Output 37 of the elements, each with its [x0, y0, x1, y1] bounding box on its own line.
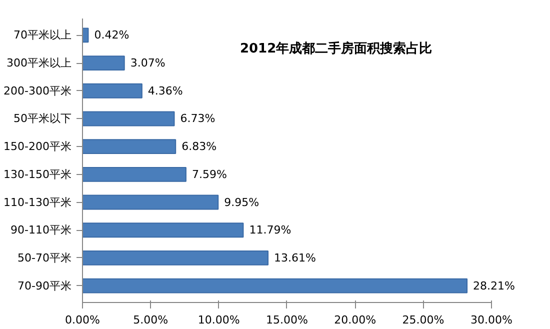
bar [82, 166, 186, 182]
x-tick-label: 15.00% [266, 314, 308, 326]
y-tick-label: 70-90平米 [18, 279, 72, 292]
y-tick-label: 130-150平米 [4, 168, 72, 181]
x-tick-label: 10.00% [198, 314, 240, 326]
data-label: 11.79% [249, 224, 292, 237]
data-label: 28.21% [473, 279, 515, 292]
data-label: 7.59% [192, 168, 227, 181]
bar [82, 278, 468, 294]
bar [82, 222, 244, 238]
data-label: 4.36% [148, 84, 183, 98]
data-label: 9.95% [224, 196, 260, 209]
bar [82, 111, 175, 126]
y-tick-label: 110-130平米 [4, 196, 72, 209]
data-label: 13.61% [274, 251, 316, 264]
bar [82, 83, 142, 98]
y-tick-label: 200-300平米 [4, 84, 72, 98]
x-tick-label: 5.00% [133, 314, 168, 326]
data-label: 6.73% [180, 112, 216, 126]
bar [82, 194, 219, 210]
y-tick-label: 300平米以上 [6, 56, 72, 70]
y-tick-label: 90-110平米 [10, 224, 72, 237]
y-tick-label: 50-70平米 [18, 251, 72, 264]
x-tick-label: 30.00% [470, 314, 512, 326]
data-label: 0.42% [94, 28, 130, 42]
x-tick-label: 20.00% [334, 314, 376, 326]
y-tick-label: 70平米以上 [14, 28, 72, 42]
x-tick-label: 0.00% [65, 314, 100, 326]
data-label: 6.83% [182, 140, 217, 154]
bar [82, 139, 176, 154]
x-tick-label: 25.00% [402, 314, 444, 326]
bar [82, 250, 269, 266]
text: 2012年成都二手房面积搜索占比 [240, 40, 432, 57]
data-label: 3.07% [130, 56, 166, 70]
y-tick-label: 150-200平米 [4, 140, 72, 154]
y-tick-label: 50平米以下 [14, 112, 72, 126]
bar [82, 56, 125, 71]
